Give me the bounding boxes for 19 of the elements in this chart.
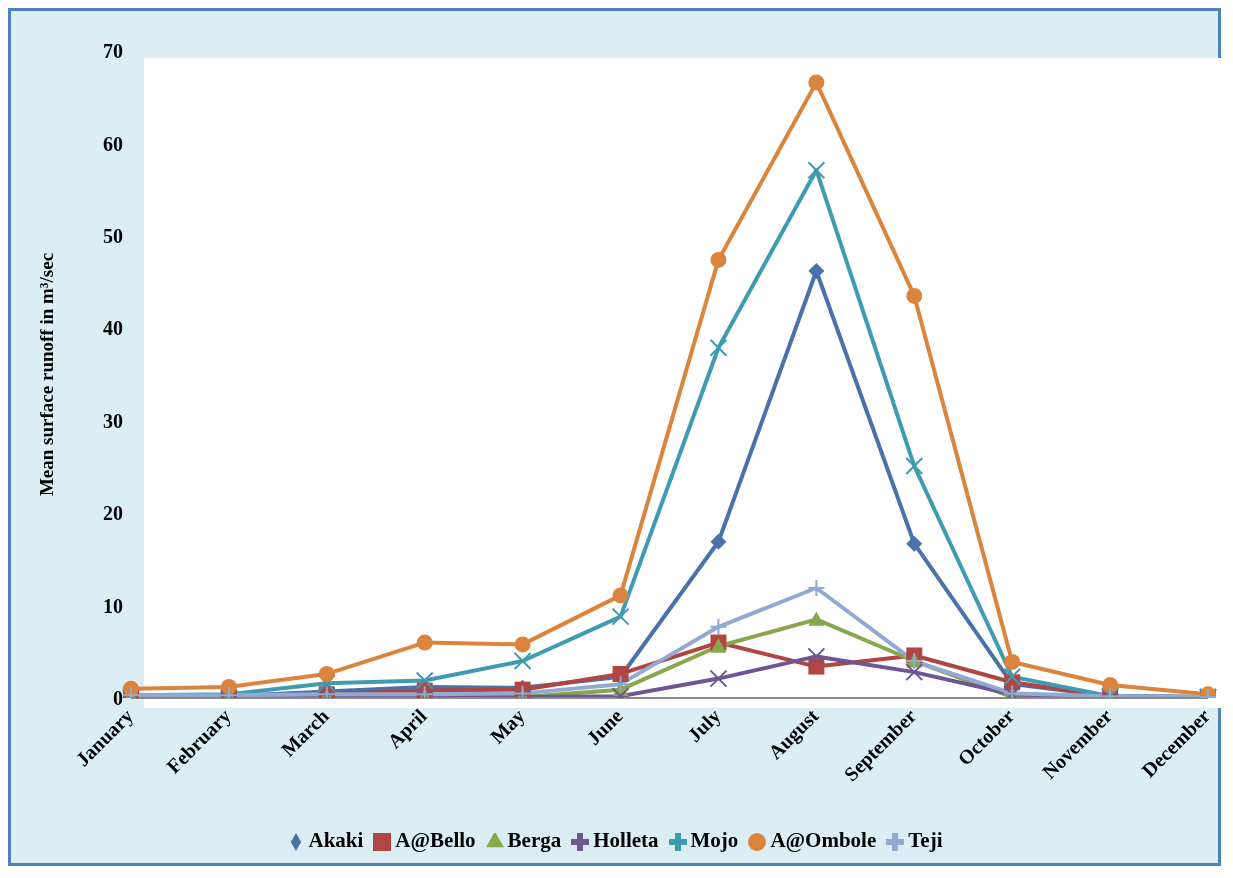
legend-label: A@Bello: [395, 828, 476, 852]
legend-label: A@Ombole: [770, 828, 877, 852]
y-tick-label: 40: [103, 317, 123, 340]
y-tick-label: 60: [103, 132, 123, 155]
y-tick-label: 20: [103, 502, 123, 525]
legend-label: Berga: [507, 828, 562, 852]
x-tick-label: July: [683, 704, 726, 747]
legend-label: Mojo: [690, 828, 739, 852]
y-tick-label: 0: [113, 687, 123, 710]
y-tick-label: 70: [103, 40, 123, 63]
y-tick-label: 50: [103, 224, 123, 247]
x-tick-label: May: [485, 704, 530, 749]
y-tick-label: 30: [103, 409, 123, 432]
y-tick-label: 10: [103, 594, 123, 617]
x-tick-label: June: [581, 704, 627, 750]
legend-label: Teji: [908, 828, 943, 852]
legend-label: Holleta: [593, 828, 659, 852]
legend-label: Akaki: [308, 828, 364, 852]
y-axis-title: Mean surface runoff in m³/sec: [36, 252, 57, 497]
